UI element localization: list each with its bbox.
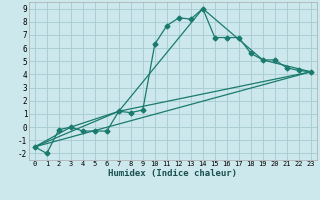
X-axis label: Humidex (Indice chaleur): Humidex (Indice chaleur) xyxy=(108,169,237,178)
